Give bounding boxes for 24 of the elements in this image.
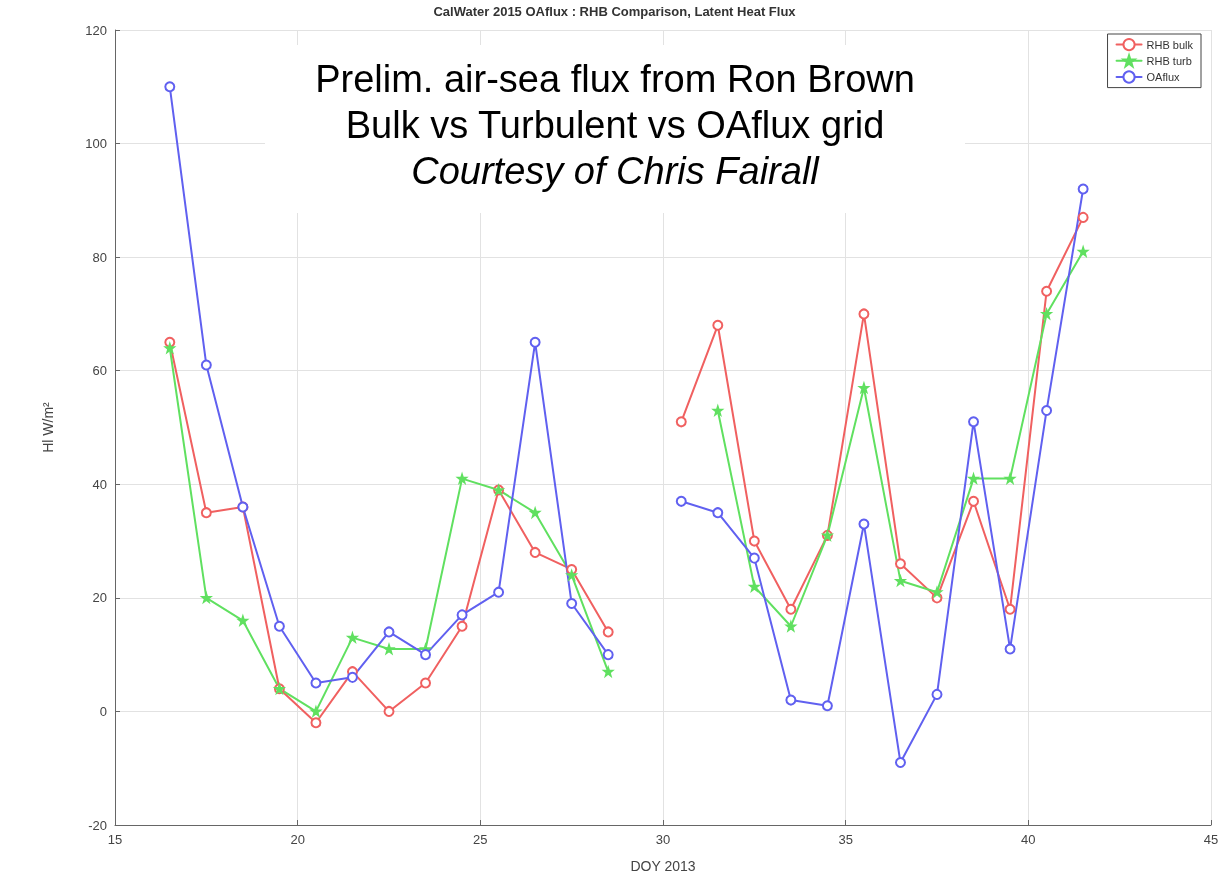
x-tick-label: 20	[290, 832, 305, 847]
y-tick-label: 0	[99, 703, 107, 719]
y-axis-title: Hl W/m²	[40, 401, 56, 453]
annotation: Prelim. air-sea flux from Ron Brown	[315, 58, 915, 100]
x-tick-label: 15	[107, 832, 123, 847]
legend-label: OAflux	[1146, 71, 1181, 83]
y-tick-label: 60	[92, 363, 107, 379]
y-tick-label: 20	[92, 590, 107, 606]
y-tick-label: -20	[88, 817, 107, 833]
y-tick-label: 120	[85, 22, 107, 38]
x-tick-label: 40	[1021, 832, 1036, 847]
legend-label: RHB turb	[1146, 54, 1192, 67]
chart-title: CalWater 2015 OAflux : RHB Comparison, Latent Heat Flux	[433, 4, 797, 19]
x-tick-label: 45	[1203, 832, 1219, 847]
x-axis-title: DOY 2013	[630, 858, 696, 874]
legend-label: RHB bulk	[1146, 38, 1194, 51]
x-tick-label: 30	[655, 832, 671, 847]
x-tick-label: 35	[838, 832, 853, 847]
x-tick-label: 25	[473, 832, 488, 847]
annotation: Bulk vs Turbulent vs OAflux grid	[345, 104, 885, 146]
annotation: Courtesy of Chris Fairall	[411, 150, 821, 192]
y-tick-label: 40	[92, 476, 107, 492]
y-tick-label: 100	[85, 136, 107, 152]
y-tick-label: 80	[92, 249, 107, 265]
